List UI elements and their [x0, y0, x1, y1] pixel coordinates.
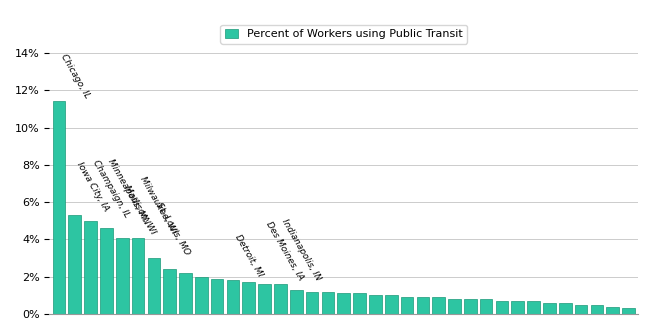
Bar: [179, 273, 192, 314]
Bar: [575, 305, 588, 314]
Bar: [53, 102, 65, 314]
Bar: [306, 292, 319, 314]
Text: St. Louis, MO: St. Louis, MO: [154, 201, 191, 256]
Text: Iowa City, IA: Iowa City, IA: [75, 161, 110, 213]
Bar: [116, 238, 129, 314]
Bar: [590, 305, 603, 314]
Bar: [100, 228, 113, 314]
Bar: [69, 215, 81, 314]
Bar: [432, 297, 445, 314]
Bar: [511, 301, 524, 314]
Bar: [321, 292, 334, 314]
Bar: [242, 282, 255, 314]
Bar: [132, 238, 144, 314]
Text: Chicago, IL: Chicago, IL: [59, 52, 91, 99]
Text: Minneapolis, MN: Minneapolis, MN: [106, 158, 151, 226]
Text: Milwaukee, WI: Milwaukee, WI: [138, 175, 178, 236]
Bar: [401, 297, 413, 314]
Bar: [559, 303, 571, 314]
Bar: [464, 299, 477, 314]
Bar: [195, 277, 208, 314]
Bar: [385, 295, 398, 314]
Bar: [417, 297, 429, 314]
Bar: [527, 301, 540, 314]
Bar: [274, 284, 287, 314]
Bar: [148, 258, 160, 314]
Text: Des Moines, IA: Des Moines, IA: [264, 220, 306, 282]
Bar: [227, 280, 239, 314]
Bar: [290, 290, 302, 314]
Bar: [448, 299, 461, 314]
Text: Detroit, MI: Detroit, MI: [233, 233, 264, 279]
Bar: [480, 299, 492, 314]
Text: Madison, WI: Madison, WI: [122, 184, 157, 236]
Bar: [353, 293, 366, 314]
Bar: [211, 279, 223, 314]
Bar: [259, 284, 271, 314]
Legend: Percent of Workers using Public Transit: Percent of Workers using Public Transit: [220, 25, 467, 44]
Bar: [607, 307, 619, 314]
Text: Champaign, IL: Champaign, IL: [91, 158, 131, 219]
Bar: [622, 309, 635, 314]
Bar: [163, 269, 176, 314]
Bar: [496, 301, 508, 314]
Bar: [543, 303, 556, 314]
Text: Indianapolis, IN: Indianapolis, IN: [280, 218, 323, 282]
Bar: [84, 221, 97, 314]
Bar: [338, 293, 350, 314]
Bar: [369, 295, 382, 314]
